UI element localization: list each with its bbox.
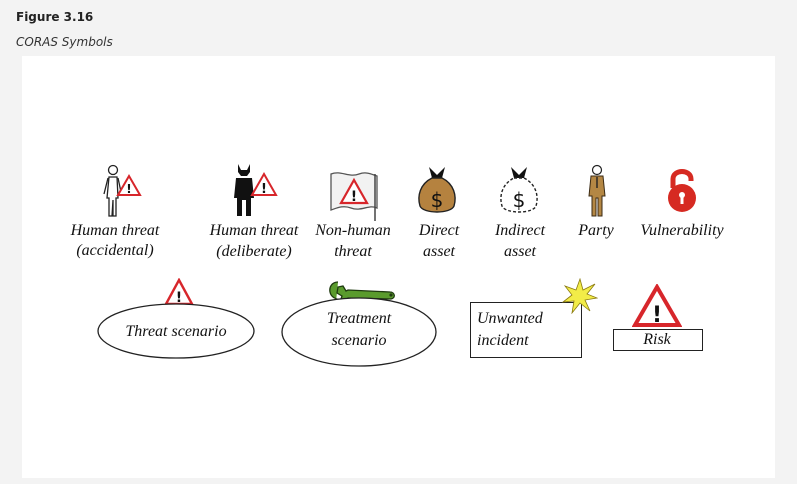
vulnerability-icon <box>668 169 696 212</box>
figure-caption: CORAS Symbols <box>16 35 113 49</box>
risk-warning-icon: ! <box>632 284 682 328</box>
indirect-asset-label-2: asset <box>504 243 536 260</box>
non-human-threat-icon: ! <box>330 172 378 221</box>
human-threat-deliberate-label-2: (deliberate) <box>216 243 292 260</box>
vulnerability-label: Vulnerability <box>640 222 724 239</box>
party-icon <box>588 164 606 217</box>
svg-text:!: ! <box>351 189 357 205</box>
threat-scenario-ellipse <box>97 303 255 359</box>
unwanted-incident-label-2: incident <box>477 332 529 349</box>
svg-text:!: ! <box>261 182 267 197</box>
indirect-asset-label-1: Indirect <box>494 222 546 239</box>
indirect-asset-icon: $ <box>500 167 538 213</box>
svg-text:!: ! <box>176 290 182 306</box>
human-threat-accidental-label-1: Human threat <box>70 222 160 239</box>
unwanted-incident-box <box>470 302 582 358</box>
treatment-scenario-label-2: scenario <box>331 332 387 349</box>
svg-text:$: $ <box>431 188 444 212</box>
figure-number: Figure 3.16 <box>16 10 94 24</box>
risk-box <box>613 329 703 351</box>
non-human-threat-label-1: Non-human <box>315 222 391 239</box>
diagram-panel: ! Human threat (accidental) ! Human thre… <box>22 56 775 478</box>
human-threat-accidental-label-2: (accidental) <box>76 242 154 259</box>
svg-text:!: ! <box>126 182 131 196</box>
unwanted-incident-label-1: Unwanted <box>477 310 543 327</box>
human-threat-accidental-icon: ! <box>103 164 142 217</box>
human-threat-deliberate-icon: ! <box>234 164 278 216</box>
explosion-burst-icon <box>562 278 598 314</box>
human-threat-deliberate-label-1: Human threat <box>209 222 299 239</box>
non-human-threat-label-2: threat <box>334 243 372 260</box>
treatment-scenario-ellipse <box>281 297 437 367</box>
treatment-scenario-label-1: Treatment <box>326 310 392 327</box>
direct-asset-icon: $ <box>418 167 456 213</box>
direct-asset-label-2: asset <box>423 243 455 260</box>
svg-text:!: ! <box>652 303 662 328</box>
threat-scenario-label: Threat scenario <box>125 323 227 340</box>
svg-text:$: $ <box>513 188 526 212</box>
risk-label: Risk <box>643 331 671 348</box>
party-label: Party <box>578 222 614 239</box>
direct-asset-label-1: Direct <box>418 222 460 239</box>
